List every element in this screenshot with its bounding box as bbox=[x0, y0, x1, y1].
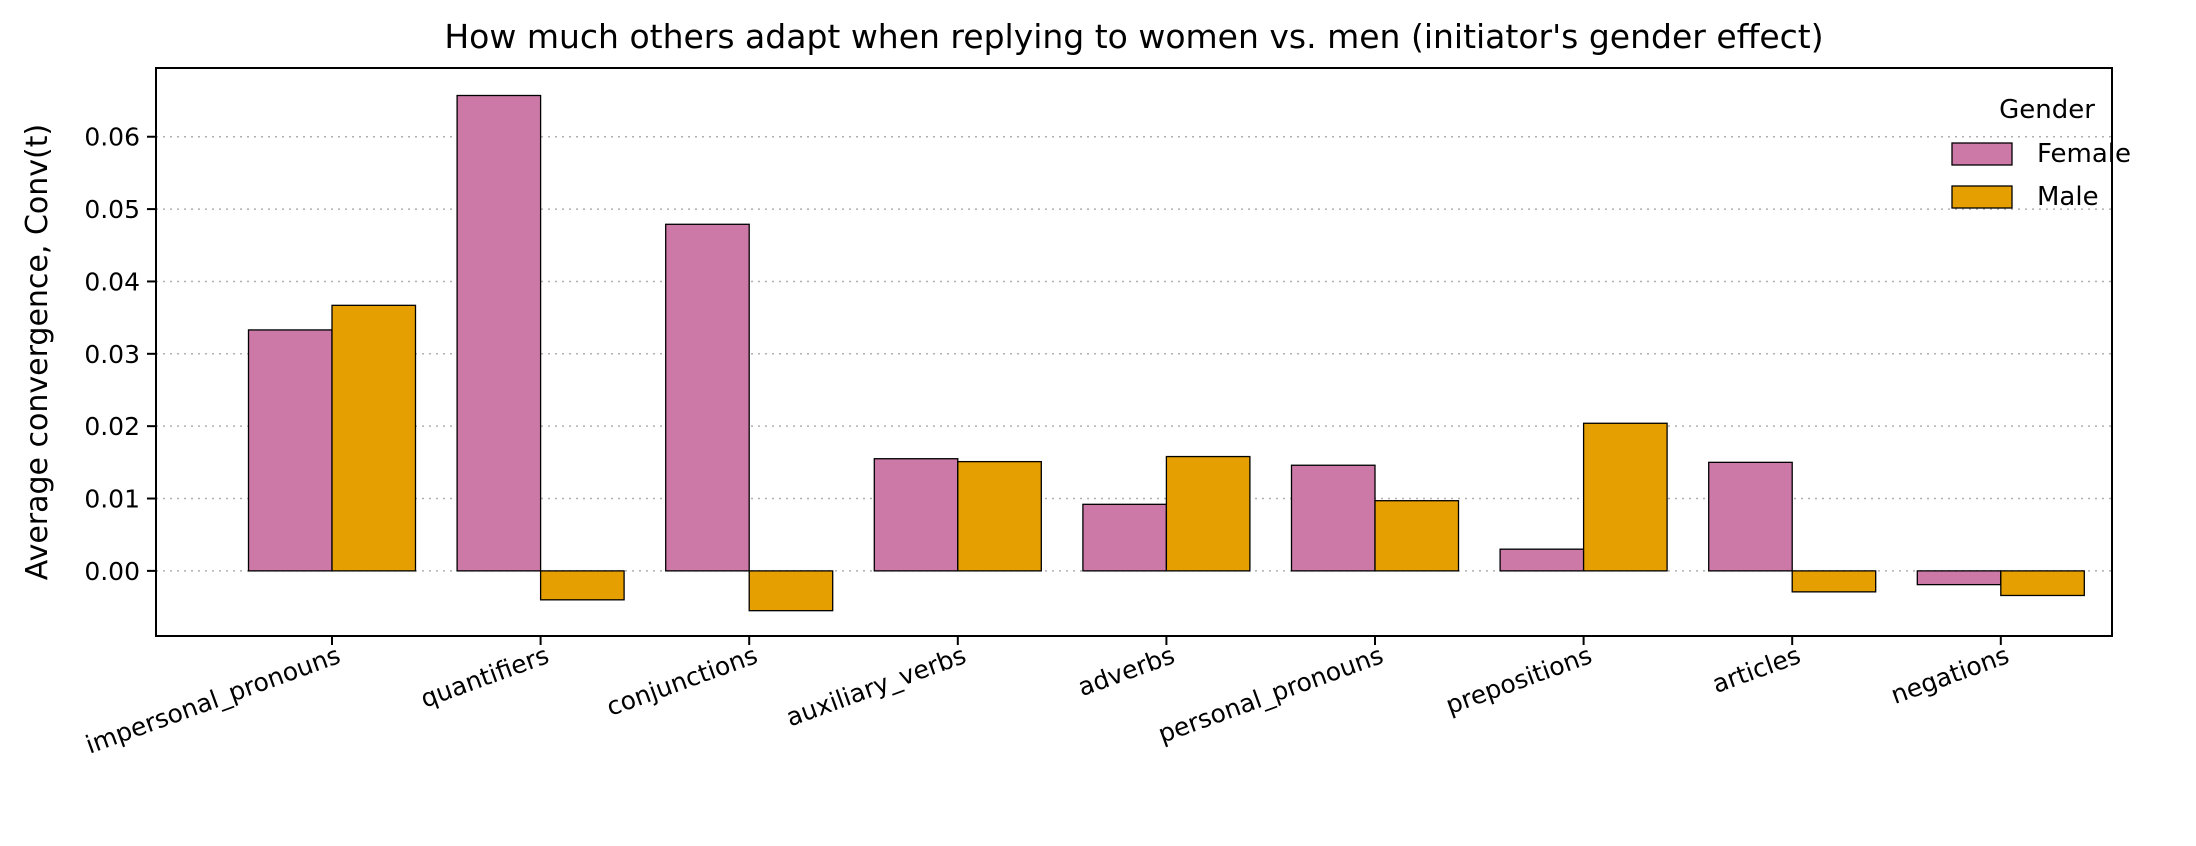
bar-male-impersonal-pronouns bbox=[331, 304, 417, 572]
y-tick-label: 0.04 bbox=[84, 267, 140, 296]
bar-male-quantifiers bbox=[539, 570, 625, 601]
y-tick-label: 0.03 bbox=[84, 340, 140, 369]
legend-label-male: Male bbox=[2037, 182, 2099, 212]
x-tick-label: personal_pronouns bbox=[1154, 640, 1387, 748]
x-tick-label: quantifiers bbox=[417, 640, 553, 713]
bars bbox=[247, 94, 2085, 612]
x-tick-label: articles bbox=[1708, 640, 1804, 699]
bar-female-prepositions bbox=[1499, 548, 1585, 572]
x-tick-label: conjunctions bbox=[603, 640, 762, 721]
bar-male-prepositions bbox=[1582, 422, 1668, 572]
x-tick-label: prepositions bbox=[1442, 640, 1596, 720]
y-tick-label: 0.01 bbox=[84, 485, 140, 514]
legend-label-female: Female bbox=[2037, 139, 2131, 169]
bar-female-negations bbox=[1916, 570, 2002, 586]
legend-swatch-male bbox=[1951, 185, 2013, 209]
y-axis: 0.00 0.01 0.02 0.03 0.04 0.05 0.06 bbox=[84, 123, 156, 586]
y-tick-label: 0.06 bbox=[84, 123, 140, 152]
y-tick-label: 0.05 bbox=[84, 195, 140, 224]
bar-female-personal-pronouns bbox=[1290, 464, 1376, 572]
x-tick-label: adverbs bbox=[1074, 640, 1178, 702]
bar-male-adverbs bbox=[1165, 455, 1251, 572]
x-tick-label: auxiliary_verbs bbox=[782, 640, 970, 732]
bar-male-personal-pronouns bbox=[1374, 500, 1460, 572]
x-axis: impersonal_pronouns quantifiers conjunctio… bbox=[82, 636, 2013, 759]
bar-female-impersonal-pronouns bbox=[247, 329, 333, 572]
legend: Gender Female Male bbox=[1951, 95, 2131, 212]
bar-female-articles bbox=[1708, 461, 1793, 572]
y-tick-label: 0.00 bbox=[84, 557, 140, 586]
chart-title: How much others adapt when replying to w… bbox=[444, 17, 1823, 56]
bar-female-quantifiers bbox=[456, 94, 542, 572]
y-tick-label: 0.02 bbox=[84, 412, 140, 441]
x-tick-label: impersonal_pronouns bbox=[82, 640, 344, 759]
bar-male-articles bbox=[1791, 570, 1877, 593]
bar-male-auxiliary-verbs bbox=[957, 460, 1042, 572]
x-tick-label: negations bbox=[1887, 640, 2013, 709]
bar-female-adverbs bbox=[1082, 503, 1168, 572]
legend-swatch-female bbox=[1951, 142, 2013, 166]
bar-female-conjunctions bbox=[665, 223, 750, 572]
bar-male-negations bbox=[2000, 570, 2085, 597]
legend-title: Gender bbox=[1999, 95, 2095, 125]
y-axis-label: Average convergence, Conv(t) bbox=[20, 124, 55, 580]
bar-female-auxiliary-verbs bbox=[873, 458, 959, 572]
plot-frame bbox=[155, 67, 2113, 637]
bar-male-conjunctions bbox=[748, 570, 834, 612]
